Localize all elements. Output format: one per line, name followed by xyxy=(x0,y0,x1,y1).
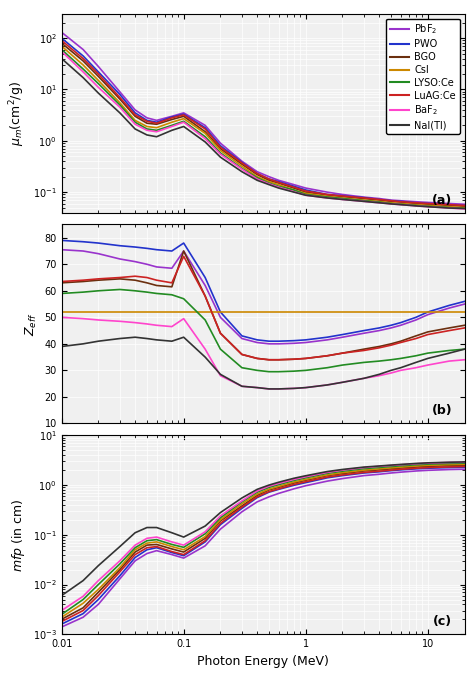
Text: (a): (a) xyxy=(432,194,452,207)
X-axis label: Photon Energy (MeV): Photon Energy (MeV) xyxy=(197,655,329,668)
Y-axis label: $mfp$ (in cm): $mfp$ (in cm) xyxy=(10,498,27,572)
Text: (c): (c) xyxy=(433,615,452,628)
Y-axis label: $Z_{eff}$: $Z_{eff}$ xyxy=(24,312,39,336)
Legend: PbF$_2$, PWO, BGO, CsI, LYSO:Ce, LuAG:Ce, BaF$_2$, NaI(Tl): PbF$_2$, PWO, BGO, CsI, LYSO:Ce, LuAG:Ce… xyxy=(386,18,460,134)
Y-axis label: $\mu_m$(cm$^2$/g): $\mu_m$(cm$^2$/g) xyxy=(8,80,27,145)
Text: (b): (b) xyxy=(432,404,452,417)
